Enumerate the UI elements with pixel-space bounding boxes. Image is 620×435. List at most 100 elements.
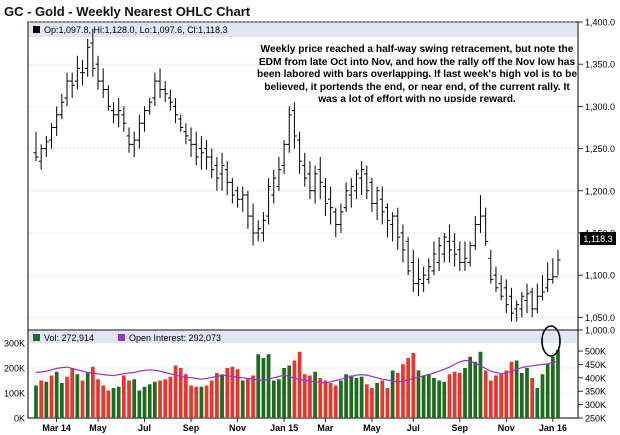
volume-bar (147, 384, 152, 418)
volume-bar (302, 374, 307, 418)
volume-bar (323, 380, 328, 418)
volume-bar (313, 371, 317, 418)
price-bar (297, 131, 303, 174)
volume-bar (49, 375, 54, 418)
volume-bars (34, 349, 560, 418)
volume-bar (158, 380, 162, 418)
volume-tick-label: 300K (4, 339, 25, 349)
price-bar (431, 241, 437, 276)
price-bar (121, 106, 127, 132)
volume-bar (457, 373, 462, 418)
price-bar (271, 169, 277, 204)
time-tick-label: May (363, 423, 381, 433)
time-tick-label: Nov (498, 423, 515, 433)
last-price-box (580, 232, 616, 245)
oi-tick-label: 500K (585, 347, 606, 357)
time-tick-label: Jan 15 (270, 423, 298, 433)
price-panel-frame (27, 21, 579, 331)
price-panel: Op:1,097.8, Hi:1,128.0, Lo:1,097.6, Cl:1… (27, 18, 616, 331)
price-bar (286, 106, 292, 153)
price-bar (105, 85, 111, 111)
price-bar (498, 275, 504, 301)
volume-bar (173, 365, 178, 418)
price-bar (524, 283, 530, 314)
volume-bar (163, 379, 168, 418)
volume-bar (168, 376, 173, 418)
price-bar (276, 157, 282, 191)
price-bar (131, 131, 137, 158)
volume-bar (96, 379, 100, 418)
price-bar (193, 131, 199, 166)
volume-bar (488, 380, 493, 418)
time-tick-label: Mar (317, 423, 334, 433)
price-bar (214, 157, 220, 191)
price-bar (167, 89, 173, 111)
price-bar (328, 186, 334, 225)
price-bar (529, 287, 535, 318)
price-bar (364, 165, 370, 200)
price-bar (43, 135, 49, 158)
volume-bar (220, 374, 224, 418)
oi-legend-swatch (118, 334, 125, 341)
volume-bar (349, 375, 354, 418)
volume-bar (463, 368, 467, 418)
volume-bar (509, 361, 514, 418)
price-bar (224, 161, 230, 195)
oi-tick-label: 1,000.0 (585, 326, 615, 336)
price-bar (255, 220, 261, 242)
volume-bar (80, 380, 85, 418)
price-bar (379, 186, 385, 225)
price-bar (173, 97, 179, 124)
price-bar (80, 59, 86, 86)
annotation-box: Weekly price reached a half-way swing re… (257, 44, 577, 102)
price-bar (488, 249, 494, 284)
price-bar (312, 165, 318, 204)
price-bar (64, 72, 70, 107)
oi-readout: Open Interest: 292,073 (129, 333, 221, 343)
price-bar (369, 178, 375, 212)
price-tick-label: 1,400.0 (585, 18, 615, 28)
volume-bar (354, 378, 359, 418)
ohlc-readout: Op:1,097.8, Hi:1,128.0, Lo:1,097.6, Cl:1… (44, 25, 227, 35)
volume-bar (359, 376, 364, 418)
price-bar (400, 224, 406, 263)
time-tick-label: Nov (229, 423, 246, 433)
price-bar (338, 203, 344, 233)
price-bar (555, 249, 561, 278)
price-bar (291, 102, 297, 149)
price-bar (188, 127, 194, 158)
volume-bar (271, 380, 276, 418)
volume-bar (199, 386, 204, 418)
volume-bar (530, 378, 535, 418)
price-bar (260, 211, 266, 242)
volume-bar (519, 373, 524, 418)
price-bar (462, 241, 468, 271)
time-tick-label: Jul (407, 423, 420, 433)
volume-bar (292, 360, 297, 418)
volume-bar (230, 366, 235, 418)
price-bar (550, 258, 556, 284)
volume-bar (122, 375, 126, 418)
volume-bar (282, 368, 286, 418)
price-bar (514, 300, 520, 322)
price-bar (508, 287, 514, 322)
price-bar (116, 97, 122, 128)
volume-bar (178, 368, 183, 418)
volume-bar (468, 356, 472, 418)
volume-bar (261, 358, 266, 418)
price-bar (503, 279, 509, 314)
volume-bar (75, 374, 80, 418)
price-info-band (29, 23, 577, 37)
volume-bar (328, 383, 333, 418)
volume-bar (333, 385, 338, 418)
price-bar (152, 72, 158, 107)
price-bar (302, 152, 308, 187)
volume-bar (194, 386, 199, 418)
price-bar (74, 55, 80, 90)
price-bar (421, 266, 427, 293)
price-tick-label: 1,300.0 (585, 102, 615, 112)
price-bar (534, 283, 540, 314)
price-bar (100, 68, 106, 98)
volume-bar (426, 374, 431, 418)
price-bar (472, 216, 478, 250)
